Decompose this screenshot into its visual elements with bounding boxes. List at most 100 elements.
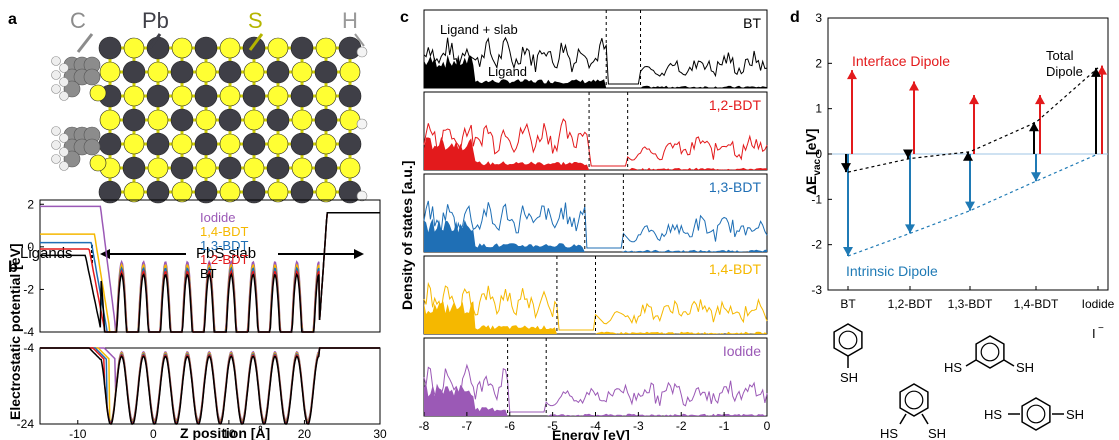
s-atom: [147, 157, 169, 179]
s-atom: [315, 85, 337, 107]
x-tick-label: -10: [69, 427, 87, 440]
total-dipole-trend: [847, 67, 1099, 173]
s-atom: [219, 37, 241, 59]
s-atom: [339, 157, 361, 179]
molecule-structures: SH HS SH HS SH HS SH I −: [833, 323, 1104, 440]
pb-atom: [290, 36, 314, 60]
x-tick-label: 30: [373, 427, 387, 440]
atom-label-pb: Pb: [142, 8, 169, 33]
pb-atom: [242, 132, 266, 156]
s-atom: [99, 61, 121, 83]
hydrogen-atom: [59, 133, 69, 143]
y-tick-label: -2: [23, 282, 34, 296]
s-atom: [171, 133, 193, 155]
total-dos-line-1,3-BDT: [423, 200, 768, 249]
panel-b: b Electrostatic potential [eV] Z positio…: [7, 197, 387, 440]
panel-c-ylabel: Density of states [a.u.]: [399, 161, 415, 310]
sh-label: SH: [1066, 407, 1084, 422]
s-atom: [291, 61, 313, 83]
x-tick-label: -2: [676, 419, 687, 433]
s-atom: [243, 157, 265, 179]
pb-atom: [314, 108, 338, 132]
ligand-annotation: Ligand: [488, 64, 527, 79]
hydrogen-atom: [356, 118, 368, 130]
hydrogen-atom: [59, 161, 69, 171]
hydrogen-atom: [59, 77, 69, 87]
intrinsic-dipole-arrow-head: [965, 201, 975, 211]
aromatic-circle: [1026, 404, 1046, 424]
pb-atom: [122, 108, 146, 132]
hydrogen-atom: [356, 46, 368, 58]
hydrogen-atom: [51, 154, 61, 164]
y-tick-label: 0: [27, 240, 34, 254]
y-tick-label: -3: [811, 283, 822, 297]
benzene-ring: [833, 323, 863, 357]
x-tick-label: -3: [633, 419, 644, 433]
pb-atom: [290, 84, 314, 108]
carbon-atom: [63, 150, 81, 168]
dos-panel-label-1,4-BDT: 1,4-BDT: [709, 261, 762, 277]
total-dipole-arrow-head: [963, 151, 973, 161]
x-tick-label: 10: [222, 427, 236, 440]
hydrogen-atom: [51, 84, 61, 94]
hydrogen-atom: [51, 70, 61, 80]
pb-atom: [266, 108, 290, 132]
s-atom: [339, 61, 361, 83]
pointer-arrow: [148, 33, 162, 49]
y-tick-label: -1: [811, 192, 822, 206]
hydrogen-atom: [51, 126, 61, 136]
intrinsic-dipole-arrow-head: [905, 224, 915, 234]
pb-atom: [146, 84, 170, 108]
pb-atom: [218, 108, 242, 132]
upper-axes-frame: [39, 199, 381, 333]
pb-atom: [98, 132, 122, 156]
ligand-dos-area-Iodide: [424, 382, 767, 416]
s-atom: [171, 37, 193, 59]
x-tick-label: 0: [150, 427, 157, 440]
bond: [1003, 359, 1015, 367]
sh-label: SH: [1016, 360, 1034, 375]
series-line-lower-BT: [40, 347, 380, 425]
hydrogen-atom: [59, 147, 69, 157]
total-dipole-label-2: Dipole: [1046, 64, 1083, 79]
x-tick-label: -7: [462, 419, 473, 433]
s-atom: [219, 133, 241, 155]
dos-panel-label-BT: BT: [743, 15, 761, 31]
total-dos-line-1,2-BDT: [423, 118, 768, 167]
x-tick-label: 20: [298, 427, 312, 440]
ligand-dos-area-1,3-BDT: [424, 218, 767, 252]
s-atom: [195, 61, 217, 83]
interface-dipole-arrow-head: [1035, 95, 1045, 105]
s-atom: [267, 37, 289, 59]
x-tick-label: -8: [419, 419, 430, 433]
panel-c-xlabel: Energy [eV]: [552, 427, 630, 440]
total-dipole-arrow-head: [1029, 122, 1039, 132]
pb-atom: [290, 132, 314, 156]
pb-atom: [146, 180, 170, 204]
pb-atom: [314, 60, 338, 84]
s-atom: [123, 85, 145, 107]
series-line-upper-BT: [40, 212, 380, 333]
pb-atom: [194, 132, 218, 156]
legend-entry-BT: BT: [200, 266, 217, 281]
hydrogen-atom: [59, 63, 69, 73]
s-atom: [219, 85, 241, 107]
pointer-arrow: [354, 33, 365, 47]
legend-entry-1,2-BDT: 1,2-BDT: [200, 252, 248, 267]
y-tick-label: -4: [23, 325, 34, 339]
panel-a: a C Pb S H Ligands PbS slab: [8, 8, 368, 264]
legend-entry-1,3-BDT: 1,3-BDT: [200, 238, 248, 253]
s-atom: [89, 154, 107, 172]
hydrogen-atom: [59, 91, 69, 101]
hs-label: HS: [880, 426, 898, 440]
s-atom: [267, 133, 289, 155]
bond: [965, 359, 977, 367]
s-atom: [291, 109, 313, 131]
s-atom: [99, 109, 121, 131]
intrinsic-dipole-arrow-head: [843, 247, 853, 256]
pb-atom: [314, 156, 338, 180]
dos-panel-label-1,3-BDT: 1,3-BDT: [709, 179, 762, 195]
ligand-slab-annotation: Ligand + slab: [440, 22, 518, 37]
s-atom: [147, 109, 169, 131]
